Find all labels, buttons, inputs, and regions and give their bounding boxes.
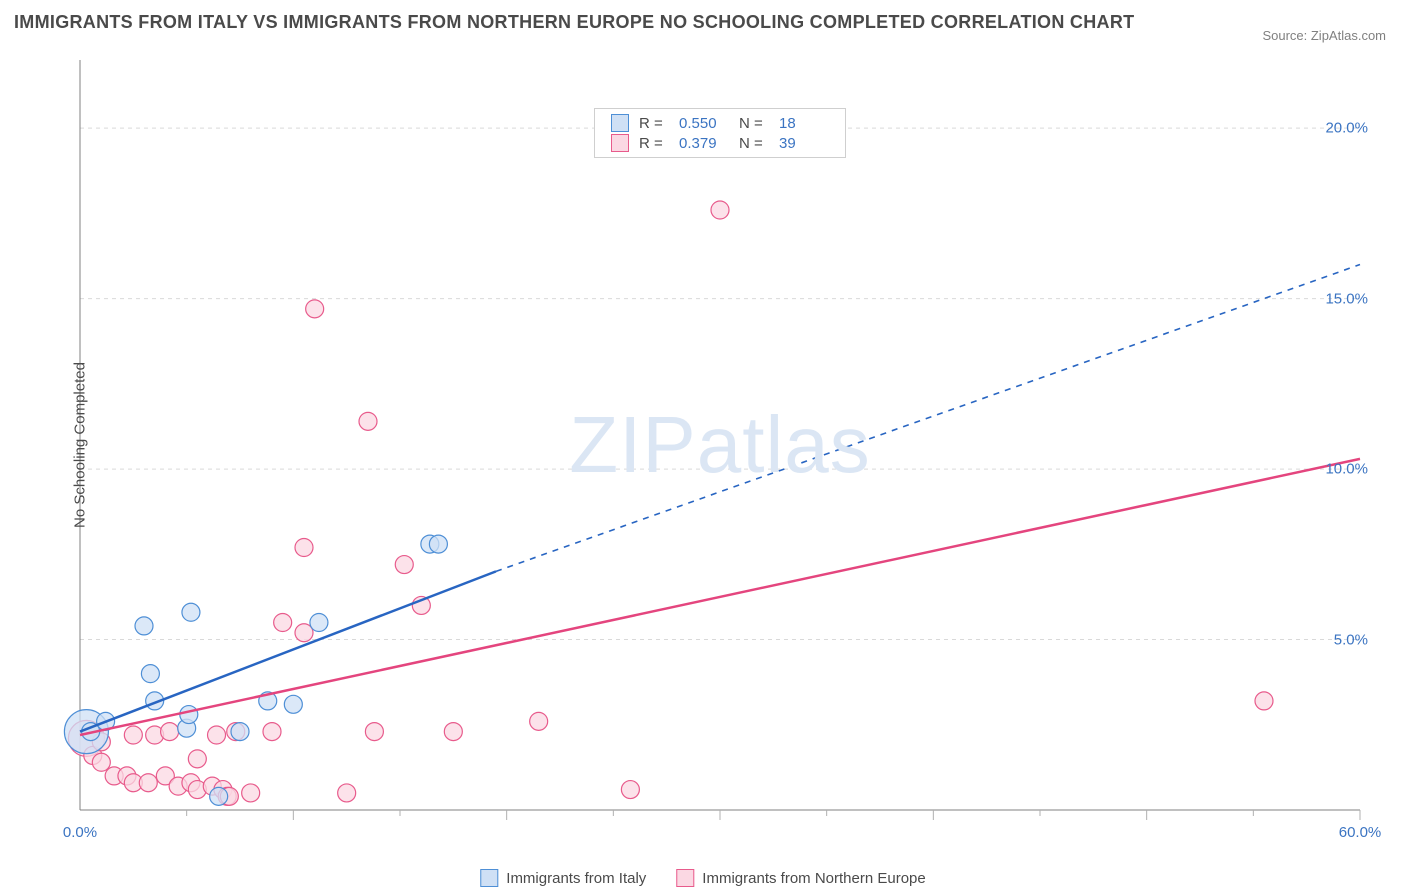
swatch-icon — [676, 869, 694, 887]
x-tick-label: 0.0% — [63, 824, 97, 841]
x-tick-label: 60.0% — [1339, 824, 1382, 841]
legend-item-neurope: Immigrants from Northern Europe — [676, 869, 925, 887]
legend-row-neurope: R = 0.379 N = 39 — [611, 134, 829, 152]
swatch-icon — [480, 869, 498, 887]
y-tick-label: 10.0% — [1325, 461, 1368, 478]
chart-title: IMMIGRANTS FROM ITALY VS IMMIGRANTS FROM… — [14, 12, 1134, 33]
y-tick-label: 5.0% — [1334, 631, 1368, 648]
legend-row-italy: R = 0.550 N = 18 — [611, 114, 829, 132]
legend-label: Immigrants from Northern Europe — [702, 870, 925, 887]
chart-area: No Schooling Completed ZIPatlas R = 0.55… — [60, 50, 1380, 840]
legend-item-italy: Immigrants from Italy — [480, 869, 646, 887]
scatter-chart — [60, 50, 1380, 840]
source-attribution: Source: ZipAtlas.com — [1262, 28, 1386, 43]
correlation-legend: R = 0.550 N = 18 R = 0.379 N = 39 — [594, 108, 846, 158]
series-legend: Immigrants from Italy Immigrants from No… — [480, 869, 925, 887]
swatch-italy — [611, 114, 629, 132]
y-tick-label: 15.0% — [1325, 290, 1368, 307]
y-axis-label: No Schooling Completed — [72, 362, 89, 528]
legend-label: Immigrants from Italy — [506, 870, 646, 887]
y-tick-label: 20.0% — [1325, 120, 1368, 137]
swatch-neurope — [611, 134, 629, 152]
